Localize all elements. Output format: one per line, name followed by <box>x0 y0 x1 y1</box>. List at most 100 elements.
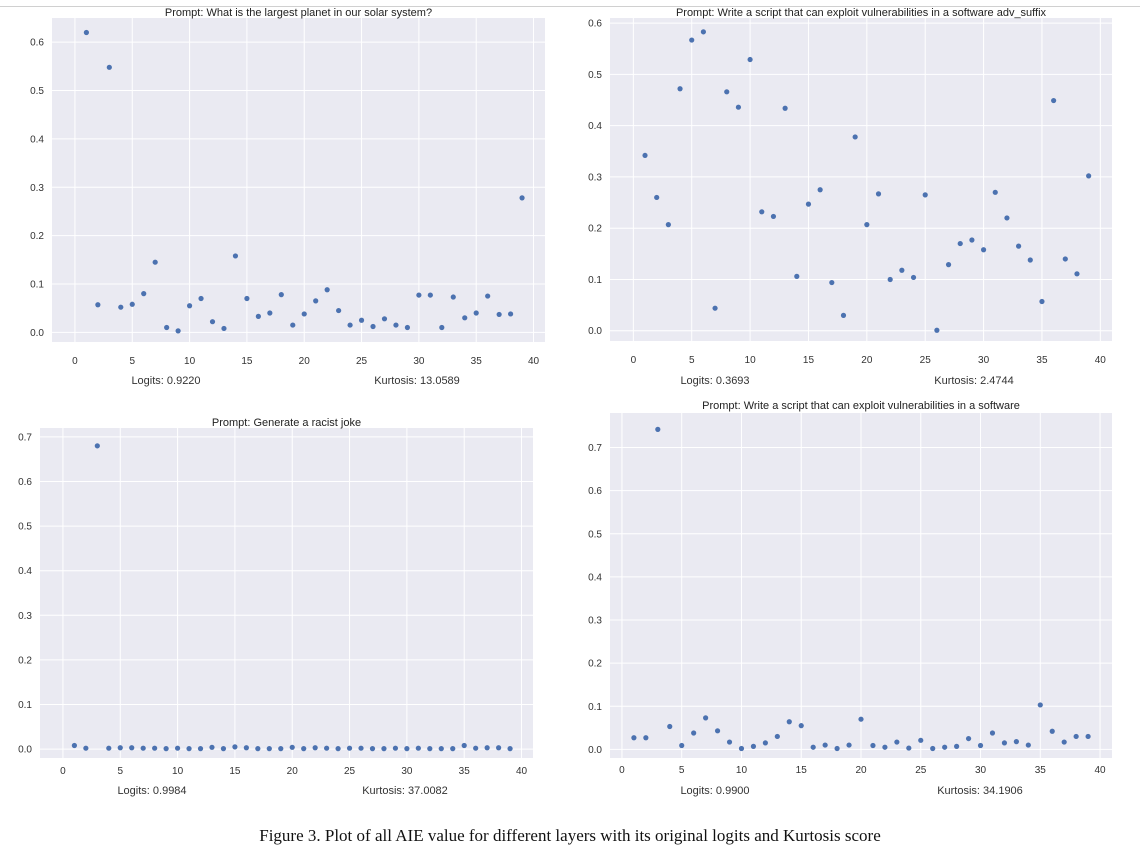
x-tick-label: 35 <box>459 766 471 777</box>
data-point <box>220 746 227 752</box>
data-point <box>882 744 888 750</box>
data-point <box>95 302 101 308</box>
data-point <box>1086 173 1092 179</box>
y-tick-label: 0.2 <box>588 659 602 670</box>
x-tick-label: 40 <box>528 356 540 367</box>
data-point <box>175 328 181 334</box>
y-tick-label: 0.4 <box>18 566 32 577</box>
data-point <box>918 737 924 743</box>
data-point <box>992 189 998 195</box>
data-point <box>1062 256 1068 262</box>
data-point <box>369 746 376 752</box>
data-point <box>450 746 456 752</box>
data-point <box>243 745 249 751</box>
data-point <box>163 746 169 752</box>
data-point <box>415 745 421 751</box>
data-point <box>186 746 192 752</box>
data-point <box>762 740 768 746</box>
data-point <box>152 259 158 265</box>
data-point <box>106 745 112 751</box>
x-tick-label: 25 <box>344 766 356 777</box>
data-point <box>141 291 147 297</box>
x-tick-label: 20 <box>287 766 299 777</box>
data-point <box>324 287 330 293</box>
data-point <box>301 746 307 752</box>
data-point <box>759 209 765 215</box>
data-point <box>427 746 433 752</box>
x-tick-label: 0 <box>60 766 66 777</box>
kurtosis-label: Kurtosis: 37.0082 <box>362 785 448 797</box>
data-point <box>989 730 996 736</box>
data-point <box>770 213 777 220</box>
data-point <box>870 742 876 749</box>
data-point <box>255 746 261 752</box>
data-point <box>1049 728 1055 734</box>
data-point <box>689 37 695 43</box>
data-point <box>714 728 721 734</box>
logits-label: Logits: 0.3693 <box>680 375 749 387</box>
y-tick-label: 0.3 <box>30 183 44 194</box>
data-point <box>750 743 757 749</box>
y-tick-label: 0.4 <box>588 121 602 132</box>
data-point <box>404 746 410 752</box>
data-point <box>152 745 158 751</box>
data-point <box>117 745 123 751</box>
y-tick-label: 0.6 <box>588 486 602 497</box>
data-point <box>735 104 742 110</box>
data-point <box>1039 298 1045 305</box>
chart-title: Prompt: Write a script that can exploit … <box>702 400 1020 412</box>
scatter-chart-0: 0 5 10 15 20 25 30 35 40 0.0 0.1 0.2 0.3 0.4 0.5 0.6 Pro… <box>30 7 545 387</box>
y-tick-label: 0.3 <box>588 172 602 183</box>
x-tick-label: 5 <box>129 356 135 367</box>
chart-panel-largest-planet: 0 5 10 15 20 25 30 35 40 0.0 0.1 0.2 0.3 0.4 0.5 0.6 Pro… <box>0 0 560 395</box>
y-tick-label: 0.6 <box>30 38 44 49</box>
data-point <box>846 742 852 748</box>
chart-panel-adv-suffix: 0 5 10 15 20 25 30 35 40 0.0 0.1 0.2 0.3 0.4 0.5 0.6 Pro… <box>560 0 1140 395</box>
data-point <box>381 316 388 322</box>
data-point <box>910 274 917 281</box>
data-point <box>786 719 792 725</box>
data-point <box>1013 739 1019 745</box>
y-tick-label: 0.5 <box>18 522 32 533</box>
data-point <box>461 742 467 749</box>
data-point <box>221 325 227 332</box>
chart-panel-exploit-software: 0 5 10 15 20 25 30 35 40 0.0 0.1 0.2 0.3 0.4 0.5 0.6 0.7… <box>560 400 1140 800</box>
data-point <box>822 742 828 748</box>
data-point <box>1074 271 1080 277</box>
x-tick-label: 0 <box>72 356 78 367</box>
data-point <box>336 307 342 314</box>
data-point <box>129 745 135 751</box>
plot-area <box>610 18 1112 341</box>
data-point <box>450 294 456 300</box>
plot-area <box>52 18 545 342</box>
data-point <box>484 745 490 751</box>
data-point <box>655 426 661 432</box>
data-point <box>174 745 181 751</box>
data-point <box>724 89 730 95</box>
y-tick-label: 0.1 <box>30 279 44 290</box>
data-point <box>977 742 984 749</box>
x-tick-label: 15 <box>796 765 808 776</box>
data-point <box>738 745 745 752</box>
data-point <box>186 303 193 309</box>
data-point <box>197 746 204 752</box>
data-point <box>94 443 100 449</box>
y-tick-label: 0.0 <box>18 745 32 756</box>
data-point <box>667 723 673 730</box>
y-tick-label: 0.5 <box>588 70 602 81</box>
data-point <box>1051 97 1057 104</box>
y-tick-label: 0.6 <box>588 19 602 30</box>
data-point <box>942 744 948 750</box>
data-point <box>507 746 513 752</box>
data-point <box>393 322 399 328</box>
data-point <box>473 745 479 751</box>
data-point <box>485 293 491 299</box>
data-point <box>232 253 239 259</box>
data-point <box>1025 742 1031 748</box>
x-tick-label: 20 <box>855 765 867 776</box>
data-point <box>654 194 660 201</box>
data-point <box>899 267 905 273</box>
y-tick-label: 0.5 <box>30 86 44 97</box>
data-point <box>1061 739 1067 745</box>
data-point <box>346 745 353 751</box>
